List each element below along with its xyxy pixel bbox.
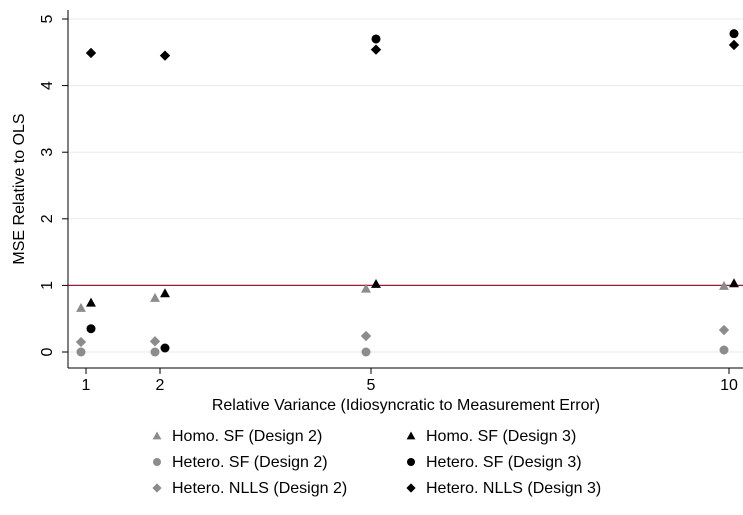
x-ticks: 1 2 5 10 [82, 368, 738, 394]
data-point [729, 29, 739, 39]
grid-lines [68, 18, 743, 353]
y-ticks: 0 1 2 3 4 5 [39, 14, 68, 356]
y-tick-label: 0 [39, 347, 56, 356]
legend-marker [407, 458, 415, 466]
legend-marker [406, 483, 416, 493]
x-axis-title: Relative Variance (Idiosyncratic to Meas… [212, 397, 600, 414]
data-point [719, 345, 729, 355]
data-point [85, 47, 97, 59]
data-point [160, 343, 170, 353]
y-tick-label: 3 [39, 148, 56, 157]
y-tick-label: 5 [39, 14, 56, 23]
data-points [75, 29, 740, 357]
legend-label: Hetero. SF (Design 2) [172, 454, 328, 471]
legend: Homo. SF (Design 2) Homo. SF (Design 3) He… [152, 428, 601, 497]
data-point [361, 283, 371, 293]
data-point [370, 44, 382, 55]
y-tick-label: 2 [39, 214, 56, 223]
legend-label: Hetero. NLLS (Design 3) [426, 480, 601, 497]
y-tick-label: 1 [39, 281, 56, 290]
data-point [159, 50, 171, 61]
data-point [361, 347, 371, 357]
legend-marker [152, 431, 162, 440]
data-point [160, 288, 170, 298]
y-tick-label: 4 [39, 81, 56, 90]
data-point [150, 347, 160, 357]
legend-marker [153, 458, 161, 466]
x-tick-label: 10 [720, 377, 738, 394]
data-point [371, 34, 381, 44]
data-point [86, 324, 96, 334]
data-point [718, 324, 730, 336]
y-axis-title: MSE Relative to OLS [11, 113, 28, 264]
x-tick-label: 1 [82, 377, 91, 394]
data-point [360, 330, 372, 342]
data-point [729, 278, 739, 288]
legend-label: Hetero. SF (Design 3) [426, 454, 582, 471]
legend-marker [406, 431, 416, 440]
data-point [719, 280, 729, 290]
data-point [86, 297, 96, 307]
data-point [728, 39, 740, 51]
legend-label: Homo. SF (Design 3) [426, 428, 576, 445]
data-point [75, 336, 87, 348]
legend-label: Homo. SF (Design 2) [172, 428, 322, 445]
data-point [76, 302, 86, 312]
data-point [76, 347, 86, 357]
legend-marker [152, 483, 162, 493]
data-point [371, 278, 381, 288]
legend-label: Hetero. NLLS (Design 2) [172, 480, 347, 497]
data-point [150, 292, 160, 302]
axes [67, 10, 743, 369]
data-point [149, 336, 161, 347]
x-tick-label: 2 [156, 377, 165, 394]
x-tick-label: 5 [367, 377, 376, 394]
